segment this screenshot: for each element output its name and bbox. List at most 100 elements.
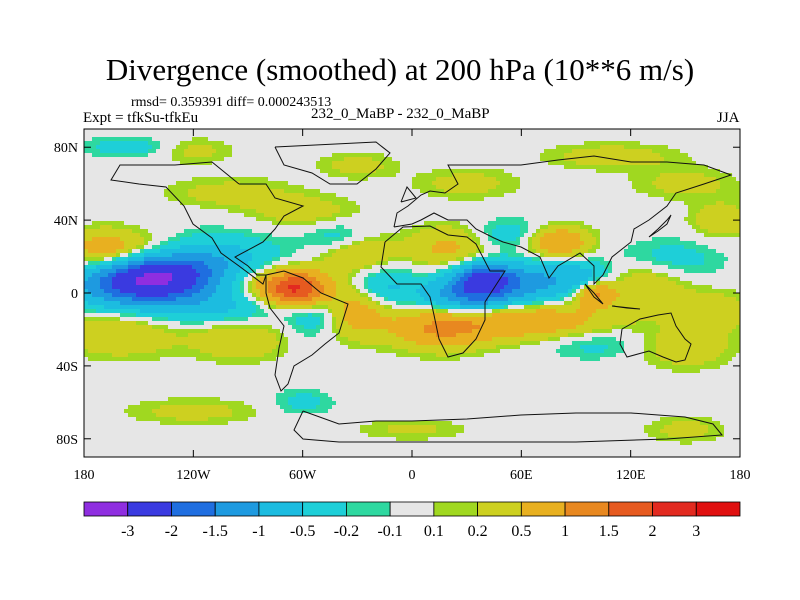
- field-cell: [252, 325, 257, 330]
- field-cell: [184, 129, 189, 134]
- field-cell: [144, 233, 149, 238]
- field-cell: [120, 145, 125, 150]
- field-cell: [204, 221, 209, 226]
- field-cell: [180, 153, 185, 158]
- field-cell: [320, 281, 325, 286]
- field-cell: [284, 245, 289, 250]
- field-cell: [88, 165, 93, 170]
- field-cell: [324, 201, 329, 206]
- field-cell: [232, 333, 237, 338]
- field-cell: [104, 173, 109, 178]
- field-cell: [304, 213, 309, 218]
- field-cell: [200, 261, 205, 266]
- field-cell: [300, 337, 305, 342]
- field-cell: [224, 265, 229, 270]
- field-cell: [272, 301, 277, 306]
- field-cell: [296, 401, 301, 406]
- field-cell: [220, 317, 225, 322]
- field-cell: [160, 453, 165, 458]
- field-cell: [260, 405, 265, 410]
- field-cell: [252, 161, 257, 166]
- field-cell: [132, 309, 137, 314]
- field-cell: [260, 365, 265, 370]
- field-cell: [160, 185, 165, 190]
- field-cell: [236, 265, 241, 270]
- field-cell: [300, 325, 305, 330]
- field-cell: [164, 305, 169, 310]
- field-cell: [168, 173, 173, 178]
- field-cell: [264, 333, 269, 338]
- field-cell: [216, 337, 221, 342]
- field-cell: [284, 253, 289, 258]
- field-cell: [132, 225, 137, 230]
- field-cell: [208, 357, 213, 362]
- field-cell: [96, 325, 101, 330]
- field-cell: [216, 173, 221, 178]
- field-cell: [216, 249, 221, 254]
- field-cell: [208, 197, 213, 202]
- field-cell: [232, 349, 237, 354]
- field-cell: [180, 193, 185, 198]
- field-cell: [92, 365, 97, 370]
- field-cell: [172, 357, 177, 362]
- field-cell: [284, 349, 289, 354]
- field-cell: [168, 337, 173, 342]
- field-cell: [176, 233, 181, 238]
- field-cell: [168, 409, 173, 414]
- field-cell: [216, 225, 221, 230]
- field-cell: [272, 245, 277, 250]
- field-cell: [236, 133, 241, 138]
- field-cell: [112, 341, 117, 346]
- field-cell: [236, 213, 241, 218]
- field-cell: [244, 337, 249, 342]
- field-cell: [324, 205, 329, 210]
- field-cell: [124, 173, 129, 178]
- field-cell: [140, 353, 145, 358]
- field-cell: [136, 165, 141, 170]
- field-cell: [308, 417, 313, 422]
- field-cell: [132, 453, 137, 458]
- field-cell: [288, 305, 293, 310]
- field-cell: [208, 321, 213, 326]
- field-cell: [192, 153, 197, 158]
- field-cell: [116, 161, 121, 166]
- field-cell: [224, 273, 229, 278]
- field-cell: [196, 165, 201, 170]
- field-cell: [92, 357, 97, 362]
- field-cell: [208, 381, 213, 386]
- field-cell: [140, 233, 145, 238]
- field-cell: [260, 285, 265, 290]
- field-cell: [92, 269, 97, 274]
- field-cell: [264, 149, 269, 154]
- field-cell: [320, 185, 325, 190]
- field-cell: [176, 213, 181, 218]
- field-cell: [256, 169, 261, 174]
- field-cell: [212, 217, 217, 222]
- field-cell: [200, 293, 205, 298]
- field-cell: [172, 225, 177, 230]
- field-cell: [312, 265, 317, 270]
- field-cell: [196, 233, 201, 238]
- field-cell: [172, 345, 177, 350]
- field-cell: [132, 381, 137, 386]
- field-cell: [184, 409, 189, 414]
- field-cell: [128, 421, 133, 426]
- field-cell: [252, 137, 257, 142]
- field-cell: [96, 209, 101, 214]
- field-cell: [252, 381, 257, 386]
- field-cell: [88, 345, 93, 350]
- field-cell: [240, 249, 245, 254]
- field-cell: [228, 169, 233, 174]
- field-cell: [140, 441, 145, 446]
- field-cell: [184, 433, 189, 438]
- field-cell: [196, 437, 201, 442]
- field-cell: [292, 325, 297, 330]
- field-cell: [268, 441, 273, 446]
- field-cell: [112, 345, 117, 350]
- field-cell: [160, 197, 165, 202]
- field-cell: [224, 449, 229, 454]
- field-cell: [192, 177, 197, 182]
- field-cell: [92, 349, 97, 354]
- field-cell: [316, 361, 321, 366]
- field-cell: [204, 313, 209, 318]
